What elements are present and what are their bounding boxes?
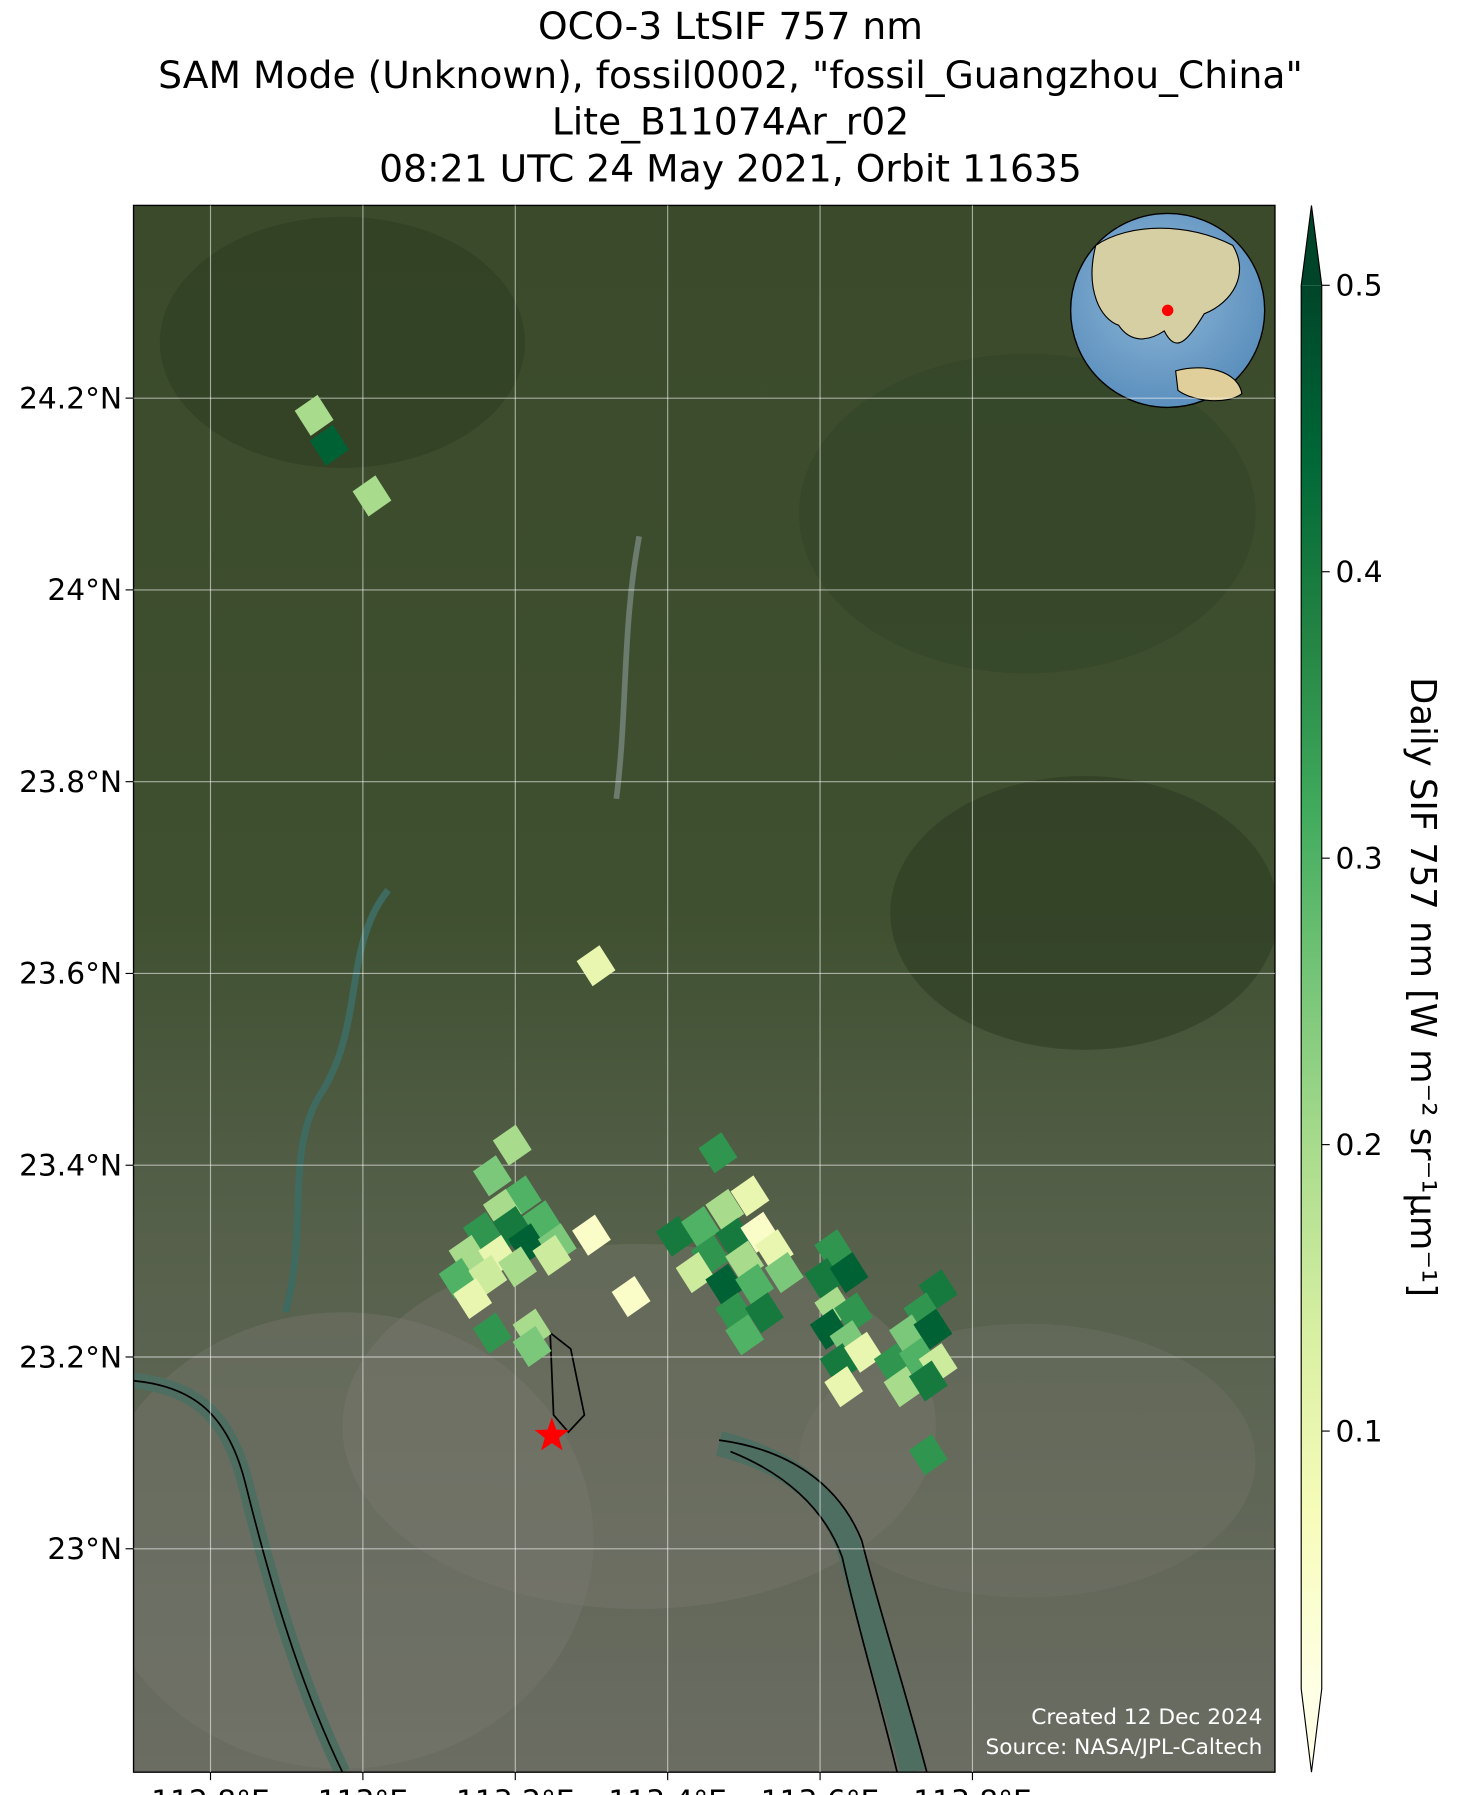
globe-target [1161, 304, 1174, 317]
sounding [611, 1276, 651, 1318]
sounding [512, 1325, 552, 1367]
target-star [534, 1417, 570, 1451]
y-tick-label: 23.8°N [19, 764, 122, 799]
sounding [730, 1175, 770, 1217]
sounding [705, 1263, 745, 1305]
colorbar-outline [1300, 205, 1323, 1773]
colorbar-extend-max [1301, 205, 1322, 286]
y-tick-label: 24°N [47, 572, 122, 607]
x-tick-label: 113.2°E [456, 1783, 574, 1795]
sounding [913, 1308, 953, 1350]
x-tick-label: 113.4°E [608, 1783, 726, 1795]
colorbar-label: Daily SIF 757 nm [W m⁻² sr⁻¹μm⁻¹] [1402, 677, 1443, 1297]
credit: Created 12 Dec 2024 [1031, 1705, 1262, 1730]
sounding [472, 1312, 512, 1354]
sounding [294, 394, 334, 436]
sounding [824, 1366, 864, 1408]
sounding [310, 424, 349, 466]
x-tick-label: 113.6°E [761, 1783, 879, 1795]
sounding [908, 1360, 948, 1402]
title-line: OCO-3 LtSIF 757 nm [538, 4, 923, 48]
colorbar-tick-label: 0.4 [1335, 554, 1382, 589]
sounding [498, 1246, 537, 1288]
sounding [453, 1277, 493, 1320]
colorbar-extend-min [1301, 1688, 1322, 1773]
x-tick-label: 113.8°E [913, 1783, 1031, 1795]
sounding [908, 1434, 948, 1476]
axes-frame [132, 204, 1276, 1773]
colorbar-tick-label: 0.1 [1335, 1413, 1382, 1448]
sounding [472, 1155, 512, 1197]
x-tick-label: 112.8°E [151, 1783, 269, 1795]
colorbar-tick-label: 0.2 [1335, 1127, 1382, 1162]
y-tick-label: 23.4°N [19, 1147, 122, 1182]
sounding [829, 1252, 869, 1294]
sounding [725, 1314, 765, 1356]
sounding [705, 1188, 745, 1230]
sounding [352, 475, 392, 517]
title-line: SAM Mode (Unknown), fossil0002, "fossil_… [158, 53, 1303, 97]
sounding [764, 1252, 804, 1294]
colorbar-tick-label: 0.3 [1335, 840, 1382, 875]
x-tick-label: 113°E [318, 1783, 408, 1795]
sounding [681, 1206, 720, 1248]
y-tick-label: 23.6°N [19, 956, 122, 991]
sounding [576, 945, 616, 987]
sounding [675, 1252, 715, 1294]
sounding [834, 1292, 873, 1334]
colorbar-tick-label: 0.5 [1335, 268, 1382, 303]
credit: Source: NASA/JPL-Caltech [986, 1735, 1263, 1760]
sounding [844, 1331, 883, 1373]
y-tick-label: 24.2°N [19, 380, 122, 415]
y-tick-label: 23°N [47, 1531, 122, 1566]
title-line: 08:21 UTC 24 May 2021, Orbit 11635 [379, 146, 1082, 190]
sounding [492, 1124, 532, 1166]
sounding [532, 1234, 572, 1276]
sounding [572, 1214, 611, 1256]
globe-inset [1069, 212, 1266, 409]
y-tick-label: 23.2°N [19, 1339, 122, 1374]
title-line: Lite_B11074Ar_r02 [552, 100, 909, 144]
sounding [735, 1263, 774, 1305]
sounding [744, 1292, 784, 1334]
sounding [698, 1132, 738, 1174]
colorbar [1301, 285, 1322, 1689]
